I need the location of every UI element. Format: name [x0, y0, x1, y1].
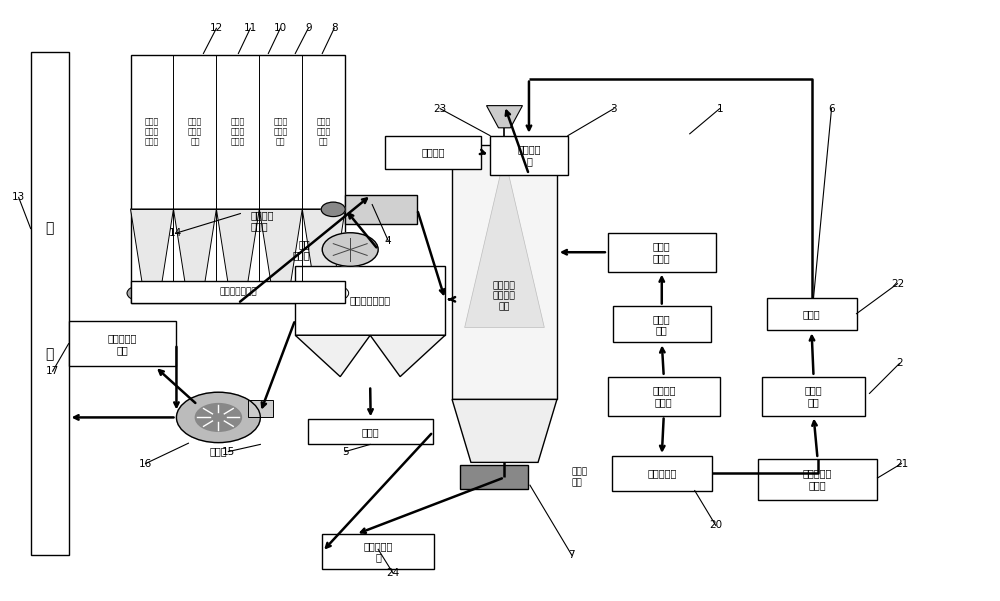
Text: 圆盘刮
板机: 圆盘刮 板机: [572, 468, 588, 487]
Circle shape: [195, 404, 241, 432]
FancyBboxPatch shape: [308, 419, 433, 444]
Circle shape: [325, 286, 349, 300]
Text: 17: 17: [46, 366, 59, 376]
Text: 浓水泵: 浓水泵: [803, 309, 820, 319]
Text: 余热烟气
热交换结
晶塔: 余热烟气 热交换结 晶塔: [493, 281, 516, 311]
Text: 11: 11: [244, 23, 257, 33]
Text: 21: 21: [895, 459, 908, 469]
Text: 2: 2: [896, 358, 903, 368]
Text: 14: 14: [169, 228, 182, 239]
FancyBboxPatch shape: [460, 465, 528, 489]
FancyBboxPatch shape: [490, 136, 568, 174]
FancyBboxPatch shape: [385, 136, 481, 169]
FancyBboxPatch shape: [69, 322, 176, 367]
Text: 综合反应过滤器: 综合反应过滤器: [350, 296, 391, 305]
Text: 烟气监测反
馈仪: 烟气监测反 馈仪: [108, 333, 137, 355]
FancyBboxPatch shape: [608, 233, 716, 272]
Text: 输送机: 输送机: [362, 427, 379, 437]
Circle shape: [299, 286, 323, 300]
Text: 硅藻土
吸附药
剂罐: 硅藻土 吸附药 剂罐: [274, 117, 288, 147]
Circle shape: [322, 233, 378, 266]
Text: 7: 7: [569, 551, 575, 560]
Polygon shape: [302, 209, 345, 285]
FancyBboxPatch shape: [767, 297, 857, 331]
Text: 高温余
热烟气: 高温余 热烟气: [653, 242, 671, 263]
Text: 3: 3: [611, 103, 617, 114]
Circle shape: [282, 286, 306, 300]
FancyBboxPatch shape: [612, 456, 712, 490]
Text: 4: 4: [385, 236, 391, 246]
Polygon shape: [370, 335, 445, 377]
Text: 渗滤液综合
处理站: 渗滤液综合 处理站: [803, 468, 832, 490]
FancyBboxPatch shape: [295, 266, 445, 335]
Text: 10: 10: [274, 23, 287, 33]
Circle shape: [256, 286, 280, 300]
Text: 垃圾焚
烧炉: 垃圾焚 烧炉: [653, 314, 671, 335]
Text: 活性白
土吸附
药剂罐: 活性白 土吸附 药剂罐: [231, 117, 245, 147]
Polygon shape: [248, 400, 273, 418]
Text: 23: 23: [433, 103, 447, 114]
Circle shape: [213, 286, 237, 300]
Circle shape: [153, 286, 177, 300]
Text: 活性炭
吸附药
剂罐: 活性炭 吸附药 剂罐: [188, 117, 202, 147]
FancyBboxPatch shape: [452, 145, 557, 400]
FancyBboxPatch shape: [131, 55, 345, 304]
Text: 20: 20: [709, 520, 722, 530]
Text: 囱: 囱: [45, 347, 54, 361]
Text: 1: 1: [716, 103, 723, 114]
FancyBboxPatch shape: [322, 534, 434, 569]
Polygon shape: [452, 400, 557, 462]
Text: 垃圾渗滤液: 垃圾渗滤液: [647, 468, 676, 478]
Text: 飞灰螯合填
埋: 飞灰螯合填 埋: [363, 541, 393, 563]
Polygon shape: [173, 209, 216, 285]
FancyBboxPatch shape: [758, 459, 877, 499]
Text: 24: 24: [387, 569, 400, 578]
Text: 22: 22: [891, 279, 904, 288]
Text: 药剂混合
布料器: 药剂混合 布料器: [250, 210, 274, 231]
Text: 引风机: 引风机: [210, 446, 227, 456]
FancyBboxPatch shape: [608, 377, 720, 416]
Polygon shape: [259, 209, 302, 285]
FancyBboxPatch shape: [31, 52, 69, 555]
Text: 管式螺旋输送机: 管式螺旋输送机: [219, 288, 257, 297]
Text: 15: 15: [222, 447, 235, 457]
Polygon shape: [131, 209, 173, 285]
Circle shape: [321, 202, 345, 216]
Text: 6: 6: [828, 103, 835, 114]
Text: 消石灰
吸附药
剂罐: 消石灰 吸附药 剂罐: [317, 117, 331, 147]
Text: 渗滤液
浓水: 渗滤液 浓水: [805, 385, 822, 407]
FancyBboxPatch shape: [345, 195, 417, 224]
Text: 压缩空气: 压缩空气: [421, 147, 445, 157]
Text: 16: 16: [139, 459, 152, 469]
Text: 8: 8: [331, 23, 338, 33]
FancyBboxPatch shape: [613, 307, 711, 343]
Text: 活性矾
土吸附
药剂罐: 活性矾 土吸附 药剂罐: [145, 117, 159, 147]
Text: 烟: 烟: [45, 222, 54, 236]
Text: 13: 13: [12, 192, 25, 203]
Polygon shape: [465, 157, 544, 328]
Text: 生活垃圾
存储池: 生活垃圾 存储池: [652, 385, 676, 407]
Circle shape: [239, 286, 263, 300]
Polygon shape: [295, 335, 370, 377]
Circle shape: [176, 392, 260, 442]
Text: 加药
送风机: 加药 送风机: [293, 239, 310, 260]
FancyBboxPatch shape: [131, 281, 345, 304]
Text: 5: 5: [342, 447, 349, 457]
Circle shape: [170, 286, 194, 300]
Text: 雾化喷射
器: 雾化喷射 器: [517, 144, 541, 166]
Circle shape: [196, 286, 220, 300]
FancyBboxPatch shape: [762, 377, 865, 416]
Polygon shape: [216, 209, 259, 285]
Text: 9: 9: [305, 23, 312, 33]
Text: 12: 12: [210, 23, 223, 33]
Circle shape: [127, 286, 151, 300]
Polygon shape: [487, 106, 522, 128]
